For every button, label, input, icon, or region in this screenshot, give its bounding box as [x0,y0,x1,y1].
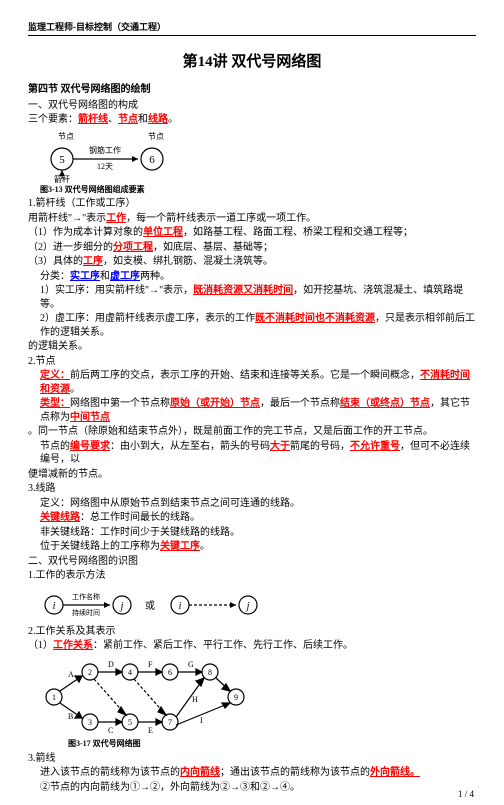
item-2-type: 类型：网络图中第一个节点称原始（或开始）节点，最后一个节点称结束（或终点）节点，… [28,397,476,424]
svg-text:i: i [53,601,56,612]
svg-text:7: 7 [168,718,172,727]
sec2-item1: 1.工作的表示方法 [28,569,476,583]
svg-text:持续时间: 持续时间 [72,608,100,617]
item-2: 2.节点 [28,355,476,369]
three-elements: 三个要素：箭杆线、节点和线路。 [28,113,476,127]
svg-text:A: A [68,670,74,679]
item-1-1: （1）作为成本计算对象的单位工程，如路基工程、路面工程、桥梁工程和交通工程等； [28,226,476,240]
item-3: 3.线路 [28,482,476,496]
item-1-real: 1）实工序：用实箭杆线"→"表示，既消耗资源又消耗时间，如开挖基坑、浇筑混凝土、… [28,284,476,311]
item-3-noncrit: 非关键线路：工作时间少于关键线路的线路。 [28,526,476,540]
sec2-item3-ex: ②节点的内向箭线为①→②，外向箭线为②→③和②→④。 [28,781,476,795]
diagram3-caption: 图3-17 双代号网络图 [68,739,476,750]
page-header: 监理工程师-目标控制（交通工程） [28,20,476,36]
item-2-type-cont: 中间节点。同一节点（除原始和结束节点外），既是前面工作的完工节点，又是后面工作的… [28,425,476,439]
section4-title: 第四节 双代号网络图的绘制 [28,83,476,97]
item-1-desc: 用箭杆线"→"表示工作，每一个箭杆线表示一道工序或一项工作。 [28,212,476,226]
item-1-virtual: 2）虚工序：用虚箭杆线表示虚工序，表示的工作既不消耗时间也不消耗资源，只是表示相… [28,312,476,339]
item-2-coding-cont: 便增减新的节点。 [28,468,476,482]
svg-text:F: F [148,660,153,669]
svg-text:4: 4 [128,668,132,677]
svg-text:6: 6 [168,668,172,677]
svg-text:5: 5 [59,154,65,166]
diagram-arrow-nodes: 节点 节点 5 6 钢筋工作 12天 箭杆 [40,131,476,183]
svg-text:I: I [200,716,203,725]
svg-text:钢筋工作: 钢筋工作 [89,145,121,155]
svg-text:箭杆: 箭杆 [54,174,70,183]
item-2-coding: 节点的编号要求：由小到大，从左至右，箭头的号码大于箭尾的号码，不允许重号，但可不… [28,440,476,467]
svg-text:6: 6 [149,154,155,166]
sec2-item2-1: （1）工作关系：紧前工作、紧后工作、平行工作、先行工作、后续工作。 [28,639,476,653]
svg-text:D: D [108,660,114,669]
diagram-work-repr: i 工作名称 持续时间 j 或 i j [40,587,476,623]
sec2-item3: 3.箭线 [28,752,476,766]
svg-text:1: 1 [52,693,56,702]
item-3-keyproc: 位于关键线路上的工序称为关键工序。 [28,540,476,554]
svg-text:节点: 节点 [58,132,74,141]
h1-composition: 一、双代号网络图的构成 [28,99,476,113]
svg-text:或: 或 [145,600,155,612]
svg-text:H: H [192,695,198,704]
item-1-virtual-cont: 的逻辑关系。 [28,340,476,354]
item-1-types: 分类：实工序和虚工序两种。 [28,270,476,284]
svg-text:j: j [245,601,250,612]
svg-text:5: 5 [128,718,132,727]
svg-text:12天: 12天 [97,162,113,171]
item-3-critical: 关键线路：总工作时间最长的线路。 [28,511,476,525]
sec2-item3-desc: 进入该节点的箭线称为该节点的内向箭线；通出该节点的箭线称为该节点的外向箭线。 [28,766,476,780]
sec2-item2: 2.工作关系及其表示 [28,625,476,639]
diagram-network: 1 2 3 4 5 6 7 8 9 [40,657,476,737]
svg-text:8: 8 [208,668,212,677]
svg-text:E: E [148,726,153,735]
svg-text:G: G [188,660,194,669]
svg-text:9: 9 [234,693,238,702]
svg-text:i: i [179,601,182,612]
svg-text:2: 2 [88,668,92,677]
svg-text:j: j [119,601,124,612]
diagram1-caption: 图3-13 双代号网络图组成要素 [40,185,476,196]
svg-text:节点: 节点 [148,132,164,141]
sec2-title: 二、双代号网络图的识图 [28,555,476,569]
svg-text:3: 3 [88,718,92,727]
svg-text:工作名称: 工作名称 [72,592,100,601]
item-1-2: （2）进一步细分的分项工程，如底层、基层、基础等； [28,241,476,255]
page-footer: 1 / 4 [458,789,474,799]
item-2-def: 定义：前后两工序的交点，表示工序的开始、结束和连接等关系。它是一个瞬间概念，不消… [28,369,476,396]
item-1-3: （3）具体的工序，如支模、绑扎钢筋、混凝土浇筑等。 [28,255,476,269]
svg-text:B: B [68,712,73,721]
item-3-def: 定义：网络图中从原始节点到结束节点之间可连通的线路。 [28,497,476,511]
item-1: 1.箭杆线（工作或工序） [28,197,476,211]
svg-text:C: C [108,726,113,735]
main-title: 第14讲 双代号网络图 [28,50,476,71]
